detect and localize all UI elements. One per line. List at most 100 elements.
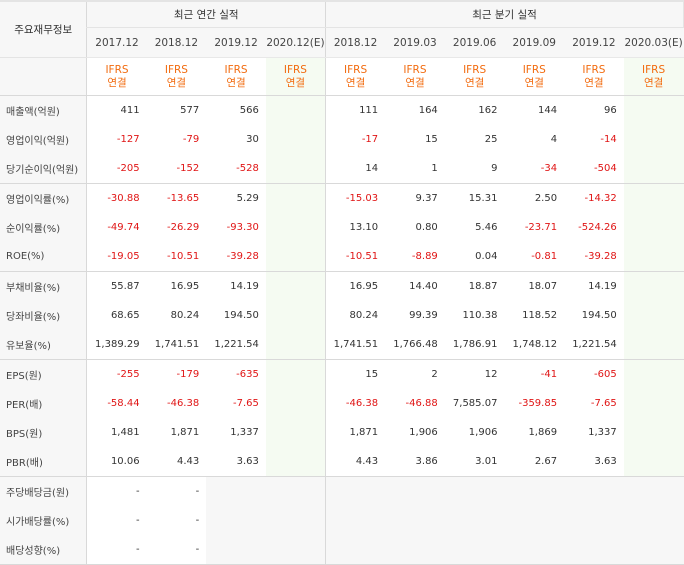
annual-value-cell: -10.51 xyxy=(166,251,200,262)
consolidated-label: 연결 xyxy=(107,76,127,89)
annual-value-cell: 1,389.29 xyxy=(86,330,147,360)
annual-value-cell: -19.05 xyxy=(86,242,147,272)
quarter-value-cell: 194.50 xyxy=(581,310,617,321)
table-row: BPS(원) 1,481 1,871 1,337 1,871 1,906 1,906 1,86… xyxy=(0,418,684,447)
row-label: 순이익률(%) xyxy=(0,213,87,242)
quarter-value-cell: 2.67 xyxy=(534,456,558,467)
quarter-value-cell: 1 xyxy=(431,163,438,174)
table-row: 유보율(%) 1,389.29 1,741.51 1,221.54 1,741.51 1,… xyxy=(0,330,684,360)
annual-value-cell: 1,741.51 xyxy=(154,339,200,350)
consolidated-label: 연결 xyxy=(584,76,604,89)
annual-value-cell: -13.65 xyxy=(146,183,207,213)
quarter-value-cell: -46.38 xyxy=(325,389,386,418)
annual-value-cell: -255 xyxy=(86,359,147,389)
annual-value-cell: -127 xyxy=(86,125,147,154)
quarter-value-cell: -41 xyxy=(504,359,565,389)
quarter-value-cell: 18.87 xyxy=(444,271,505,301)
row-label: 영업이익(억원) xyxy=(0,125,87,154)
row-label: ROE(%) xyxy=(0,242,87,272)
quarter-value-cell xyxy=(623,183,684,213)
quarter-value-cell: -39.28 xyxy=(584,251,617,262)
quarter-value-cell: -7.65 xyxy=(590,398,617,409)
annual-value-cell xyxy=(265,242,326,272)
quarter-value-cell: -14.32 xyxy=(564,183,624,213)
quarter-value-cell xyxy=(504,476,565,506)
annual-value-cell: 577 xyxy=(180,105,200,116)
quarter-value-cell xyxy=(623,447,684,477)
table-row: ROE(%) -19.05 -10.51 -39.28 -10.51 -8.89 0.04 -… xyxy=(0,242,684,272)
annual-value-cell: 566 xyxy=(239,105,259,116)
annual-value-cell: 4.43 xyxy=(176,456,200,467)
quarter-value-cell: -14 xyxy=(600,134,617,145)
table-row: PBR(배) 10.06 4.43 3.63 4.43 3.86 3.01 2.67 3.63 xyxy=(0,447,684,477)
quarter-value-cell xyxy=(623,213,684,242)
consolidated-label: 연결 xyxy=(464,76,485,89)
table-row: 부채비율(%) 55.87 16.95 14.19 16.95 14.40 18.87 18.… xyxy=(0,271,684,301)
quarter-value-cell: 3.63 xyxy=(594,456,617,467)
quarter-value-cell xyxy=(623,242,684,272)
annual-value-cell xyxy=(265,506,326,535)
annual-value-cell: -49.74 xyxy=(86,213,147,242)
annual-value-cell: - xyxy=(146,476,207,506)
table-row: PER(배) -58.44 -46.38 -7.65 -46.38 -46.88 7,585… xyxy=(0,389,684,418)
annual-value-cell: -7.65 xyxy=(232,398,259,409)
consolidated-label: 연결 xyxy=(166,76,187,89)
quarter-value-cell: 1,786.91 xyxy=(452,339,498,350)
quarter-value-cell xyxy=(325,476,386,506)
annual-value-cell: - xyxy=(86,476,147,506)
quarter-value-cell: 25 xyxy=(484,134,498,145)
quarter-value-cell xyxy=(444,506,505,535)
quarter-value-cell: 0.04 xyxy=(475,251,498,262)
quarter-value-cell: -524.26 xyxy=(578,222,617,233)
annual-period-3: 2020.12(E) xyxy=(265,27,326,58)
quarter-value-cell: 1,869 xyxy=(528,427,558,438)
ifrs-label: IFRS xyxy=(642,63,666,76)
annual-value-cell xyxy=(265,359,326,389)
quarter-value-cell: 9.37 xyxy=(385,183,445,213)
ifrs-label: IFRS xyxy=(224,63,248,76)
ifrs-label: IFRS xyxy=(522,63,546,76)
quarter-group-header: 최근 분기 실적 xyxy=(325,0,684,28)
annual-value-cell: -26.29 xyxy=(166,222,200,233)
quarter-value-cell: 1,221.54 xyxy=(572,339,617,350)
quarter-value-cell xyxy=(623,476,684,506)
row-label: EPS(원) xyxy=(0,359,87,389)
annual-value-cell xyxy=(206,506,266,535)
ifrs-label: IFRS xyxy=(403,63,427,76)
annual-value-cell: 194.50 xyxy=(223,310,259,321)
annual-value-cell xyxy=(265,95,326,125)
table-row: 주당배당금(원) - - xyxy=(0,476,684,506)
table-row: 배당성향(%) - - xyxy=(0,535,684,565)
annual-value-cell: -93.30 xyxy=(226,222,259,233)
ifrs-row-label xyxy=(0,57,87,96)
quarter-value-cell xyxy=(325,535,386,565)
consolidated-label: 연결 xyxy=(643,76,664,89)
annual-value-cell: -58.44 xyxy=(86,389,147,418)
quarter-value-cell: -359.85 xyxy=(518,398,558,409)
annual-value-cell: 68.65 xyxy=(86,301,147,330)
quarter-value-cell: 1,871 xyxy=(325,418,386,447)
annual-value-cell xyxy=(265,535,326,565)
annual-group-header: 최근 연간 실적 xyxy=(86,0,326,28)
annual-period-1: 2018.12 xyxy=(146,27,207,58)
consolidated-label: 연결 xyxy=(285,76,306,89)
quarter-value-cell: 7,585.07 xyxy=(452,398,498,409)
ifrs-badge: IFRS 연결 xyxy=(265,57,326,96)
quarter-value-cell xyxy=(623,301,684,330)
annual-period-2: 2019.12 xyxy=(206,27,266,58)
quarter-value-cell: 18.07 xyxy=(504,271,565,301)
quarter-value-cell xyxy=(385,535,445,565)
ifrs-badge: IFRS 연결 xyxy=(623,57,684,96)
quarter-value-cell xyxy=(444,476,505,506)
annual-value-cell: -39.28 xyxy=(226,251,259,262)
consolidated-label: 연결 xyxy=(405,76,425,89)
annual-value-cell xyxy=(265,476,326,506)
row-label: 주당배당금(원) xyxy=(0,476,87,506)
annual-value-cell: 1,481 xyxy=(86,418,147,447)
quarter-value-cell: -23.71 xyxy=(524,222,558,233)
quarter-value-cell: 14 xyxy=(325,154,386,184)
quarter-value-cell xyxy=(325,506,386,535)
ifrs-label: IFRS xyxy=(283,63,307,76)
annual-value-cell: -179 xyxy=(146,359,207,389)
quarter-value-cell: 2.50 xyxy=(504,183,565,213)
